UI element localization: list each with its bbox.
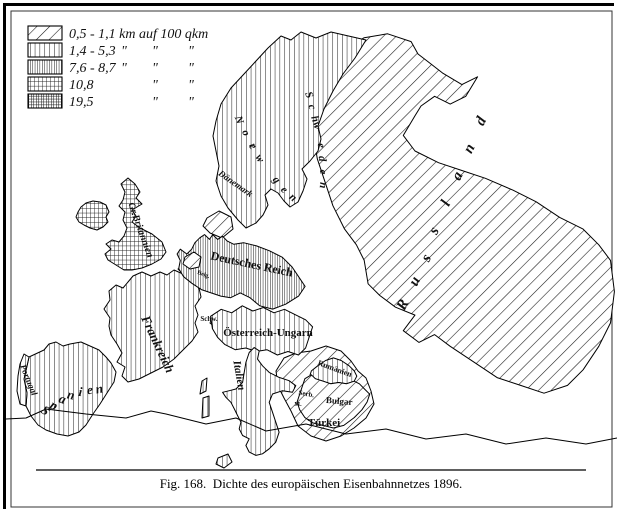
svg-text:n: n	[317, 182, 329, 189]
svg-text:": "	[152, 95, 158, 110]
svg-text:": "	[188, 44, 194, 59]
svg-text:Türkei: Türkei	[308, 417, 340, 429]
svg-text:": "	[121, 44, 127, 59]
svg-text:0,5 - 1,1 km auf 100 qkm: 0,5 - 1,1 km auf 100 qkm	[69, 27, 208, 42]
svg-text:10,8: 10,8	[69, 78, 94, 93]
svg-text:M.: M.	[294, 402, 302, 408]
svg-text:Schw.: Schw.	[200, 315, 218, 323]
svg-text:19,5: 19,5	[69, 95, 94, 110]
svg-text:7,6 - 8,7: 7,6 - 8,7	[69, 61, 117, 76]
svg-text:": "	[152, 44, 158, 59]
svg-text:": "	[121, 61, 127, 76]
svg-text:": "	[152, 78, 158, 93]
svg-text:": "	[152, 61, 158, 76]
svg-text:": "	[188, 61, 194, 76]
svg-text:1,4 - 5,3: 1,4 - 5,3	[69, 44, 116, 59]
svg-text:e: e	[317, 170, 329, 175]
svg-text:Fig. 168. Dichte des europäis: Fig. 168. Dichte des europäischen Eisenb…	[160, 476, 463, 491]
svg-text:e: e	[86, 382, 93, 397]
svg-text:": "	[188, 95, 194, 110]
svg-text:": "	[188, 78, 194, 93]
svg-text:Österreich-Ungarn: Österreich-Ungarn	[223, 326, 313, 339]
